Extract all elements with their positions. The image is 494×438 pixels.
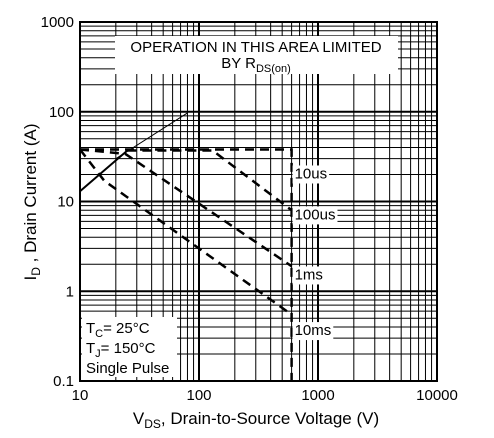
- condition-pulse: Single Pulse: [86, 360, 169, 377]
- annotation-background: [115, 36, 398, 74]
- series-line-1ms: [79, 148, 293, 268]
- data-lines: [79, 112, 293, 381]
- rds-on-limit-line: [79, 149, 129, 193]
- x-axis-title: VDS, Drain-to-Source Voltage (V): [133, 409, 379, 431]
- conditions-background: [82, 317, 177, 377]
- series-label-10us: 10us: [295, 165, 328, 182]
- data-labels: 10us 100us 1ms 10ms: [292, 165, 338, 341]
- annotation-box: OPERATION IN THIS AREA LIMITED BY RDS(on…: [115, 36, 398, 75]
- y-tick-label: 1000: [41, 14, 74, 31]
- series-label-100us: 100us: [295, 206, 336, 223]
- condition-tc: TC= 25°C: [86, 320, 150, 340]
- plot-frame: [79, 21, 438, 382]
- tick-labels: 10 100 1000 10000 0.1 1 10 100 1000: [41, 14, 458, 404]
- condition-tj: TJ= 150°C: [86, 340, 156, 360]
- x-tick-label: 1000: [301, 387, 334, 404]
- y-axis-title: ID , Drain Current (A): [21, 124, 43, 281]
- y-tick-label: 1: [66, 283, 74, 300]
- annotation-line-1: OPERATION IN THIS AREA LIMITED: [130, 39, 381, 56]
- conditions-box: TC= 25°C TJ= 150°C Single Pulse: [82, 317, 177, 377]
- series-label-background: [292, 322, 334, 341]
- annotation-line-2: BY RDS(on): [221, 55, 291, 75]
- series-label-background: [292, 206, 338, 225]
- y-tick-label: 10: [57, 194, 74, 211]
- x-tick-label: 10000: [416, 387, 458, 404]
- series-label-background: [292, 266, 325, 285]
- series-label-10ms: 10ms: [295, 322, 332, 339]
- y-tick-label: 0.1: [53, 373, 74, 390]
- x-tick-label: 10: [72, 387, 89, 404]
- series-line-10us: [80, 148, 293, 381]
- series-line-100us: [127, 149, 293, 212]
- y-tick-label: 100: [49, 104, 74, 121]
- series-label-background: [292, 165, 330, 184]
- x-tick-label: 100: [186, 387, 211, 404]
- series-label-1ms: 1ms: [295, 266, 323, 283]
